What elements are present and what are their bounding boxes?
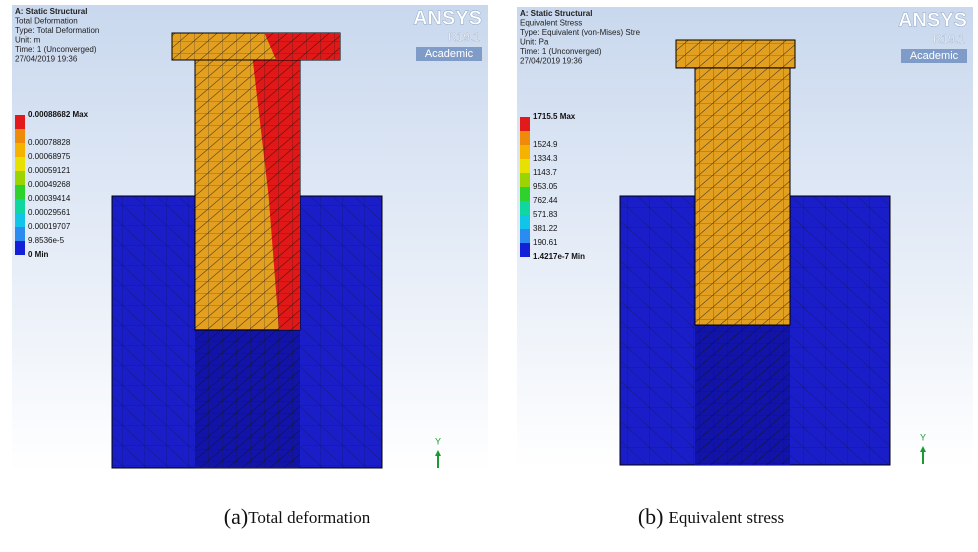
legend-swatch <box>520 117 530 131</box>
legend-label: 0.00088682 Max <box>28 110 89 119</box>
edition: Academic <box>425 48 474 60</box>
legend-label: 0.00068975 <box>28 152 71 161</box>
pin-lower-mesh <box>195 330 300 468</box>
legend-swatch <box>520 229 530 243</box>
legend-swatch <box>15 143 25 157</box>
pin-mesh <box>695 68 790 325</box>
legend-label: 1143.7 <box>533 168 557 177</box>
header-line: Unit: m <box>15 36 41 45</box>
legend-swatch <box>15 185 25 199</box>
legend-label: 0.00029561 <box>28 208 71 217</box>
logo: ANSYS <box>898 9 967 31</box>
legend-swatch <box>520 131 530 145</box>
legend-swatch <box>15 213 25 227</box>
legend-label: 1334.3 <box>533 154 558 163</box>
legend-swatch <box>15 115 25 129</box>
header-line: Type: Total Deformation <box>15 26 99 35</box>
header-line: 27/04/2019 19:36 <box>520 57 583 66</box>
cap-mesh <box>676 40 795 68</box>
legend-swatch <box>15 171 25 185</box>
legend-swatch <box>520 201 530 215</box>
legend-label: 0.00059121 <box>28 166 71 175</box>
legend-label: 1715.5 Max <box>533 112 576 121</box>
pin-mesh <box>195 60 300 330</box>
logo: ANSYS <box>413 7 482 29</box>
header-line: Equivalent Stress <box>520 19 582 28</box>
header-line: A: Static Structural <box>15 7 87 16</box>
legend-swatch <box>15 241 25 255</box>
legend-label: 0.00049268 <box>28 180 71 189</box>
legend-swatch <box>15 227 25 241</box>
legend-swatch <box>520 145 530 159</box>
caption-label: (b) <box>638 504 664 529</box>
legend-swatch <box>520 243 530 257</box>
legend-label: 571.83 <box>533 210 558 219</box>
caption: (b)Equivalent stress <box>638 504 784 529</box>
legend-swatch <box>520 173 530 187</box>
legend-label: 381.22 <box>533 224 558 233</box>
caption: (a)Total deformation <box>224 504 371 529</box>
axis-label: Y <box>920 432 926 442</box>
caption-text: Total deformation <box>248 508 371 527</box>
header-line: Total Deformation <box>15 17 78 26</box>
legend-label: 9.8536e-5 <box>28 236 65 245</box>
header-line: Type: Equivalent (von-Mises) Stre <box>520 28 641 37</box>
legend-label: 0.00078828 <box>28 138 71 147</box>
legend-label: 953.05 <box>533 182 558 191</box>
legend-swatch <box>15 199 25 213</box>
header-line: Time: 1 (Unconverged) <box>15 45 97 54</box>
legend-label: 762.44 <box>533 196 558 205</box>
version: R19.1 <box>448 30 480 44</box>
legend-swatch <box>520 159 530 173</box>
legend-label: 0.00039414 <box>28 194 71 203</box>
legend-swatch <box>520 215 530 229</box>
header-line: Unit: Pa <box>520 38 549 47</box>
header-line: A: Static Structural <box>520 9 592 18</box>
legend-swatch <box>15 157 25 171</box>
legend-label: 0.00019707 <box>28 222 71 231</box>
version: R19.1 <box>933 32 965 46</box>
legend-swatch <box>15 129 25 143</box>
cap-mesh <box>172 33 340 60</box>
edition: Academic <box>910 50 959 62</box>
axis-label: Y <box>435 436 441 446</box>
legend-swatch <box>520 187 530 201</box>
figure: A: Static StructuralTotal DeformationTyp… <box>0 0 978 547</box>
caption-label: (a) <box>224 504 248 529</box>
caption-text: Equivalent stress <box>668 508 784 527</box>
legend-label: 1.4217e-7 Min <box>533 252 585 261</box>
header-line: Time: 1 (Unconverged) <box>520 47 602 56</box>
header-line: 27/04/2019 19:36 <box>15 55 78 64</box>
pin-lower-mesh <box>695 325 790 465</box>
legend-label: 0 Min <box>28 250 49 259</box>
legend-label: 1524.9 <box>533 140 558 149</box>
legend-label: 190.61 <box>533 238 558 247</box>
